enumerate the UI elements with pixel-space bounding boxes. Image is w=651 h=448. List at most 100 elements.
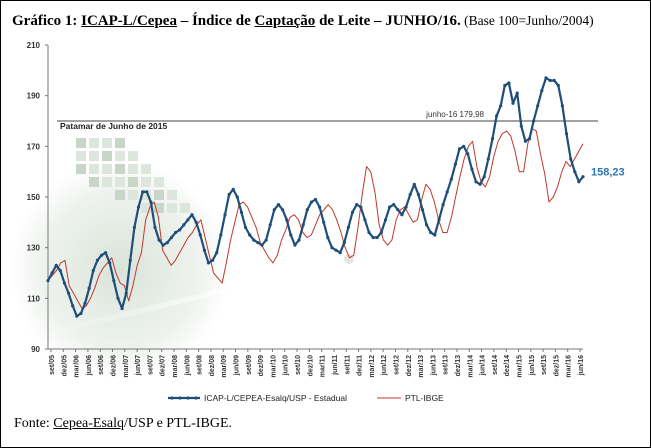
data-point bbox=[425, 223, 429, 227]
x-tick-label: set/10 bbox=[295, 355, 302, 375]
data-point bbox=[482, 175, 486, 179]
decor-square bbox=[141, 177, 151, 187]
decor-square bbox=[154, 190, 164, 200]
x-tick-label: mar/12 bbox=[369, 355, 376, 378]
x-tick-label: dez/09 bbox=[258, 355, 265, 377]
data-point bbox=[248, 233, 252, 237]
data-point bbox=[449, 177, 453, 181]
decor-square bbox=[154, 177, 164, 187]
data-point bbox=[507, 81, 511, 85]
data-point bbox=[490, 137, 495, 141]
y-tick-label: 190 bbox=[27, 92, 41, 101]
data-point bbox=[79, 311, 83, 316]
data-point bbox=[161, 243, 165, 247]
data-point bbox=[355, 203, 359, 207]
data-point bbox=[215, 251, 219, 255]
data-point bbox=[523, 139, 528, 143]
data-point bbox=[136, 205, 141, 209]
data-point bbox=[388, 205, 392, 209]
decor-square bbox=[167, 203, 177, 213]
data-point bbox=[511, 101, 515, 105]
data-point bbox=[243, 225, 248, 229]
data-point bbox=[301, 223, 305, 227]
x-tick-label: jun/16 bbox=[578, 355, 585, 376]
data-point bbox=[141, 190, 145, 194]
data-point bbox=[383, 218, 388, 222]
x-tick-label: set/05 bbox=[49, 355, 56, 375]
data-point bbox=[211, 258, 215, 262]
x-tick-label: jun/11 bbox=[332, 355, 339, 376]
data-point bbox=[227, 192, 231, 197]
x-tick-label: dez/13 bbox=[455, 355, 462, 377]
data-point bbox=[408, 192, 412, 197]
y-tick-label: 210 bbox=[27, 41, 41, 50]
x-tick-label: jun/06 bbox=[86, 355, 93, 376]
data-point bbox=[95, 258, 99, 262]
data-point bbox=[433, 233, 437, 237]
data-point bbox=[486, 157, 490, 161]
x-tick-label: dez/06 bbox=[111, 355, 118, 377]
data-point bbox=[165, 241, 169, 245]
data-point bbox=[515, 91, 519, 95]
data-point bbox=[342, 241, 346, 245]
data-point bbox=[46, 279, 50, 283]
decor-square bbox=[141, 203, 151, 213]
decor-square bbox=[141, 164, 151, 174]
legend-label-0: ICAP-L/CEPEA-Esalq/USP - Estadual bbox=[204, 393, 347, 403]
data-point bbox=[478, 182, 482, 186]
data-point bbox=[527, 137, 532, 141]
legend-marker bbox=[170, 396, 174, 400]
data-point bbox=[322, 220, 326, 224]
data-point bbox=[420, 208, 425, 212]
title-part1: Gráfico 1: bbox=[12, 13, 82, 29]
x-tick-label: set/12 bbox=[393, 355, 400, 375]
data-point bbox=[540, 89, 544, 93]
data-point bbox=[375, 235, 379, 240]
chart-subtitle: (Base 100=Junho/2004) bbox=[460, 13, 594, 28]
source-suffix: /USP e PTL-IBGE. bbox=[124, 416, 233, 431]
x-tick-label: set/07 bbox=[147, 355, 154, 375]
data-point bbox=[371, 235, 375, 240]
data-point bbox=[272, 208, 276, 212]
data-point bbox=[149, 200, 153, 204]
x-tick-label: jun/07 bbox=[135, 355, 142, 376]
data-point bbox=[219, 233, 223, 237]
title-part2: ICAP-L/Cepea bbox=[81, 13, 177, 29]
data-point bbox=[309, 200, 313, 204]
decor-square bbox=[89, 138, 99, 148]
data-point bbox=[276, 203, 281, 207]
x-tick-label: set/08 bbox=[197, 355, 204, 375]
data-point bbox=[334, 248, 338, 252]
decor-square bbox=[141, 190, 151, 200]
y-tick-label: 90 bbox=[31, 345, 40, 354]
data-point bbox=[153, 225, 157, 229]
data-point bbox=[157, 238, 161, 242]
data-point bbox=[206, 261, 211, 265]
data-point bbox=[198, 233, 202, 237]
decor-square bbox=[115, 164, 125, 174]
data-point bbox=[379, 230, 383, 235]
source-link: Cepea-Esalq bbox=[53, 416, 125, 431]
source-note: Fonte: Cepea-Esalq/USP e PTL-IBGE. bbox=[14, 416, 232, 432]
data-point bbox=[552, 78, 556, 83]
data-point bbox=[99, 253, 104, 257]
data-point bbox=[416, 192, 420, 197]
data-point bbox=[285, 218, 289, 222]
x-tick-label: mar/08 bbox=[172, 355, 179, 378]
data-point bbox=[50, 271, 54, 275]
decor-square bbox=[115, 177, 125, 187]
data-point bbox=[54, 263, 58, 267]
x-tick-label: mar/10 bbox=[270, 355, 277, 378]
data-point bbox=[429, 230, 433, 235]
x-tick-label: dez/12 bbox=[406, 355, 413, 377]
title-part4: Captação bbox=[254, 13, 316, 29]
data-point bbox=[293, 243, 297, 247]
data-point bbox=[268, 223, 272, 227]
data-point bbox=[466, 152, 470, 156]
x-tick-label: dez/08 bbox=[209, 355, 216, 377]
data-point bbox=[83, 301, 87, 305]
legend-marker bbox=[186, 396, 190, 400]
x-tick-label: dez/10 bbox=[307, 355, 314, 377]
data-point bbox=[256, 241, 260, 245]
